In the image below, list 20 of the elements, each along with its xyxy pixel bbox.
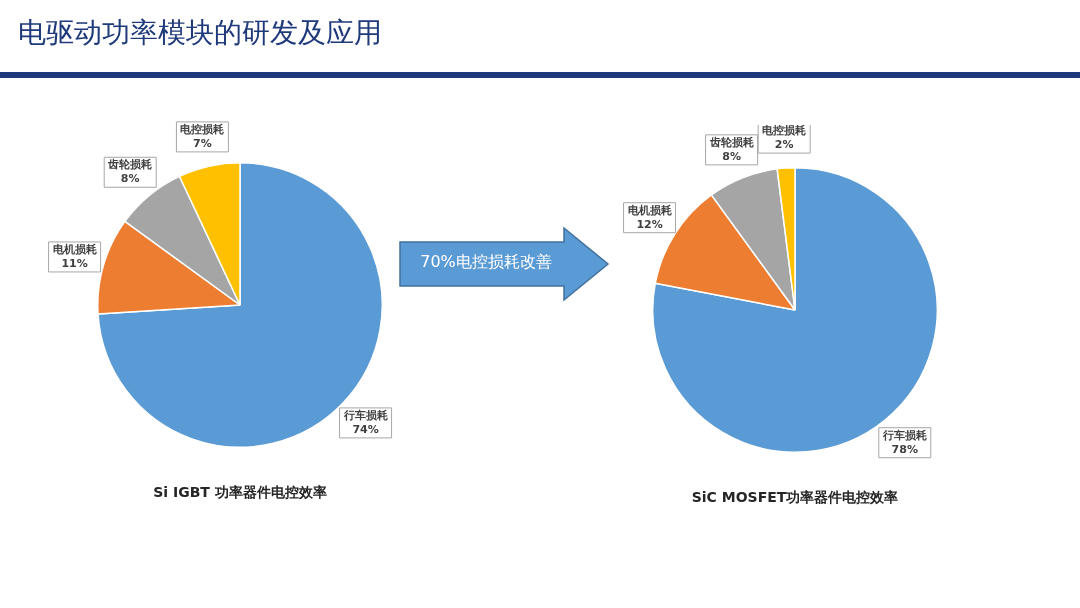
data-label: 78% xyxy=(891,442,918,456)
text: Si IGBT 功率器件电控效率 xyxy=(152,484,328,502)
slice-label: 电机损耗 xyxy=(52,242,97,256)
data-label: 12% xyxy=(636,217,663,231)
slice-label: 行车损耗 xyxy=(342,408,388,422)
data-label: 74% xyxy=(352,422,379,436)
slice-label: 行车损耗 xyxy=(881,428,927,442)
text: 电驱动功率模块的研发及应用 xyxy=(18,15,382,51)
text: SiC MOSFET功率器件电控效率 xyxy=(690,489,900,507)
slice-label: 齿轮损耗 xyxy=(107,158,153,172)
slice-label: 齿轮损耗 xyxy=(708,135,754,149)
slice-label: 电控损耗 xyxy=(180,122,225,136)
data-label: 8% xyxy=(120,172,140,186)
slice-label: 电机损耗 xyxy=(627,203,672,217)
slice-label: 电控损耗 xyxy=(762,123,807,137)
data-label: 8% xyxy=(722,149,741,163)
data-label: 2% xyxy=(774,137,794,151)
text: 70%电控损耗改善 xyxy=(419,252,553,273)
data-label: 11% xyxy=(61,256,88,270)
data-label: 7% xyxy=(193,136,212,150)
